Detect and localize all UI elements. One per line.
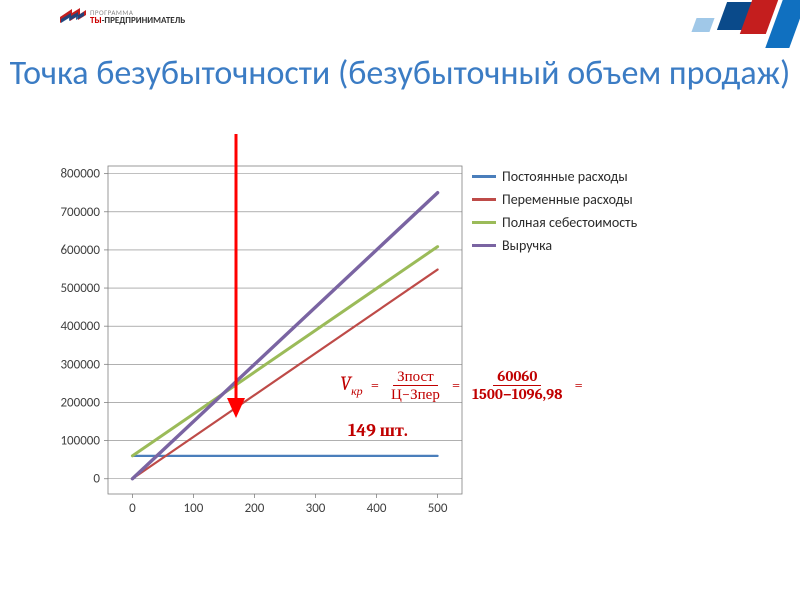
legend-label: Постоянные расходы [502, 168, 628, 185]
logo-arrow-icon [58, 5, 86, 29]
logo-main-ty: ТЫ [90, 15, 102, 26]
header-decoration [640, 0, 800, 60]
formula-frac1-den: Ц−Зпер [387, 386, 444, 403]
legend-label: Полная себестоимость [502, 214, 637, 231]
chart-canvas: 0 100000 200000 300000 400000 500000 600000 700… [40, 158, 760, 528]
legend-item: Выручка [472, 237, 637, 254]
svg-text:200: 200 [245, 501, 265, 516]
legend-item: Переменные расходы [472, 191, 637, 208]
legend-label: Выручка [502, 237, 552, 254]
svg-text:400000: 400000 [60, 319, 100, 334]
legend-swatch [472, 221, 496, 224]
formula-frac2-num: 60060 [493, 368, 541, 386]
header-bar: ПРОГРАММА ТЫ-ПРЕДПРИНИМАТЕЛЬ [0, 0, 800, 40]
svg-text:0: 0 [129, 501, 136, 516]
logo-text: ПРОГРАММА ТЫ-ПРЕДПРИНИМАТЕЛЬ [90, 9, 185, 25]
formula-frac1-num: Зпост [393, 368, 438, 386]
breakeven-formula: Vкр = Зпост Ц−Зпер = 60060 1500−1096,98 … [340, 368, 587, 402]
svg-text:100000: 100000 [60, 434, 100, 449]
page-title: Точка безубыточности (безубыточный объем… [0, 54, 800, 95]
formula-result: 149 шт. [348, 420, 408, 441]
formula-frac2-den: 1500−1096,98 [468, 386, 566, 403]
legend-label: Переменные расходы [502, 191, 633, 208]
svg-text:600000: 600000 [60, 243, 100, 258]
svg-text:800000: 800000 [60, 167, 100, 182]
breakeven-chart: 0 100000 200000 300000 400000 500000 600000 700… [40, 158, 760, 558]
breakeven-arrow-icon [216, 134, 256, 422]
legend-swatch [472, 244, 496, 247]
chart-legend: Постоянные расходы Переменные расходы Полн… [472, 168, 637, 260]
formula-lhs: V [340, 372, 351, 395]
legend-item: Постоянные расходы [472, 168, 637, 185]
svg-text:300: 300 [306, 501, 326, 516]
svg-text:700000: 700000 [60, 205, 100, 220]
svg-text:300000: 300000 [60, 357, 100, 372]
svg-text:500000: 500000 [60, 281, 100, 296]
svg-text:500: 500 [428, 501, 448, 516]
svg-text:200000: 200000 [60, 395, 100, 410]
svg-text:400: 400 [367, 501, 387, 516]
legend-item: Полная себестоимость [472, 214, 637, 231]
svg-text:0: 0 [93, 472, 100, 487]
legend-swatch [472, 198, 496, 201]
formula-lhs-sub: кр [351, 384, 363, 398]
svg-text:100: 100 [184, 501, 204, 516]
legend-swatch [472, 175, 496, 178]
logo-main-rest: -ПРЕДПРИНИМАТЕЛЬ [102, 15, 186, 26]
program-logo: ПРОГРАММА ТЫ-ПРЕДПРИНИМАТЕЛЬ [58, 5, 185, 29]
